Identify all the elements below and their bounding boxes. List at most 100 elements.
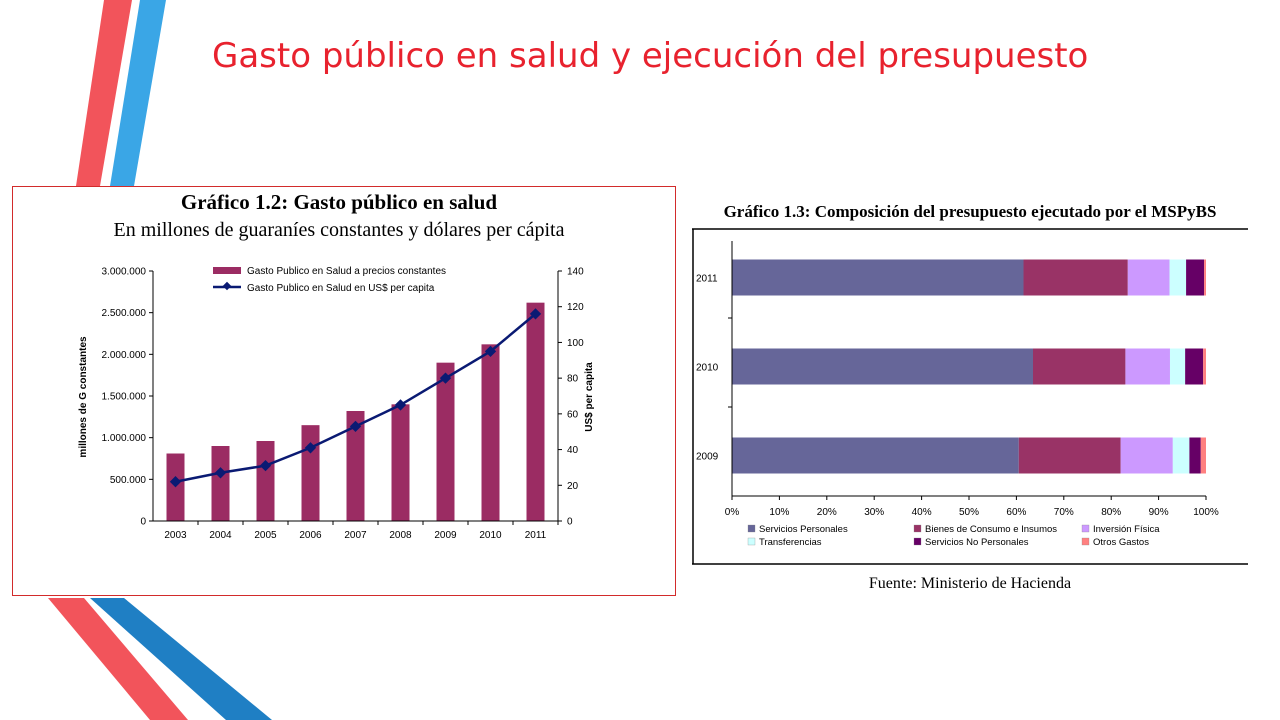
chart1-y2-tick-label: 80 (567, 374, 579, 385)
chart-panel-gasto-salud: Gráfico 1.2: Gasto público en salud En m… (12, 186, 676, 596)
chart1-bar (256, 441, 275, 521)
chart2-legend-label: Otros Gastos (1093, 537, 1149, 548)
stripe-blue-top (110, 0, 166, 186)
chart1-ylabel: millones de G constantes (78, 336, 89, 458)
chart2-source: Fuente: Ministerio de Hacienda (869, 575, 1071, 592)
legend-swatch-bar (213, 267, 241, 274)
chart1-y2-tick-label: 60 (567, 409, 579, 420)
slide-title: Gasto público en salud y ejecución del p… (212, 36, 1089, 76)
chart2-legend-swatch (913, 524, 922, 533)
chart1-line-point (304, 442, 317, 454)
stripe-red-top (76, 0, 132, 186)
chart2-bar-segment (1186, 259, 1205, 296)
chart1-bar (526, 302, 545, 521)
chart1-line-point (169, 476, 182, 488)
chart1-line-point (529, 308, 542, 320)
chart2-bar-segment (1023, 259, 1128, 296)
chart2-bar-segment (732, 259, 1024, 296)
chart2-bar-segment (1169, 259, 1187, 296)
chart2-bar-segment (1125, 348, 1170, 385)
chart2-bar-segment (1172, 437, 1190, 474)
chart2-x-tick-label: 100% (1193, 507, 1219, 518)
chart1-x-tick-label: 2006 (299, 530, 322, 541)
chart2-x-tick-label: 30% (864, 507, 884, 518)
chart2-bar-segment (1120, 437, 1173, 474)
chart2-x-tick-label: 50% (959, 507, 979, 518)
chart1-y2-tick-label: 120 (567, 302, 584, 313)
chart2-bar-segment (1032, 348, 1126, 385)
chart1-y-tick-label: 500.000 (110, 475, 147, 486)
chart2-x-tick-label: 10% (769, 507, 789, 518)
legend-swatch-marker (222, 281, 232, 291)
chart2-legend-swatch (913, 537, 922, 546)
chart1-line-point (484, 345, 497, 358)
chart1-y2-tick-label: 140 (567, 267, 584, 278)
chart2-category-label: 2010 (696, 363, 719, 374)
chart1-y2-tick-label: 40 (567, 445, 579, 456)
chart1-y-tick-label: 1.000.000 (102, 433, 147, 444)
chart-composicion-presupuesto: Gráfico 1.3: Composición del presupuesto… (692, 202, 1248, 592)
chart1-line-point (259, 459, 272, 472)
chart1-x-tick-label: 2004 (209, 530, 232, 541)
chart1-x-tick-label: 2007 (344, 530, 367, 541)
legend-label-line: Gasto Publico en Salud en US$ per capita (247, 283, 435, 294)
chart1-bar (391, 404, 410, 521)
chart2-bar-segment (1185, 348, 1204, 385)
chart1-bar (436, 362, 455, 521)
chart2-legend-label: Inversión Física (1093, 524, 1160, 535)
chart2-x-tick-label: 60% (1006, 507, 1026, 518)
chart1-x-tick-label: 2003 (164, 530, 187, 541)
chart1-x-tick-label: 2008 (389, 530, 412, 541)
chart2-category-label: 2011 (696, 274, 718, 285)
chart1-line-point (394, 399, 407, 411)
chart2-legend-swatch (1081, 537, 1090, 546)
chart2-legend-swatch (747, 537, 756, 546)
chart2-bar-segment (1200, 437, 1206, 474)
chart2-bar-segment (1169, 348, 1186, 385)
chart2-bar-segment (1204, 259, 1206, 296)
chart1-y2-tick-label: 0 (567, 517, 573, 528)
chart1-x-tick-label: 2010 (479, 530, 502, 541)
chart2-legend-swatch (747, 524, 756, 533)
chart2-title: Gráfico 1.3: Composición del presupuesto… (724, 202, 1217, 221)
chart2-legend-label: Bienes de Consumo e Insumos (925, 524, 1057, 535)
chart1-x-tick-label: 2005 (254, 530, 277, 541)
chart2-x-tick-label: 20% (817, 507, 837, 518)
chart2-x-tick-label: 0% (725, 507, 740, 518)
chart1-title: Gráfico 1.2: Gasto público en salud (181, 190, 498, 214)
chart2-bar-segment (1189, 437, 1201, 474)
chart2-category-label: 2009 (696, 452, 719, 463)
chart1-y-tick-label: 3.000.000 (102, 267, 147, 278)
chart2-legend-label: Servicios Personales (759, 524, 848, 535)
chart1-subtitle: En millones de guaraníes constantes y dó… (114, 219, 565, 241)
chart1-line-point (214, 467, 227, 479)
chart1-bar (481, 344, 500, 521)
chart1-y-tick-label: 1.500.000 (102, 392, 147, 403)
chart1-line-point (349, 420, 362, 433)
chart1-y2label: US$ per capita (584, 362, 595, 432)
stripe-blue-bottom (90, 598, 272, 720)
legend-label-bar: Gasto Publico en Salud a precios constan… (247, 266, 446, 277)
chart1-y-tick-label: 2.000.000 (102, 350, 147, 361)
chart2-legend-label: Servicios No Personales (925, 537, 1029, 548)
chart-panel-composicion-presupuesto: Gráfico 1.3: Composición del presupuesto… (692, 192, 1248, 592)
chart2-bar-segment (1018, 437, 1121, 474)
chart1-y-tick-label: 0 (140, 517, 146, 528)
chart1-x-tick-label: 2011 (525, 530, 547, 541)
chart1-y2-tick-label: 20 (567, 481, 579, 492)
chart2-bar-segment (1127, 259, 1170, 296)
chart2-x-tick-label: 80% (1101, 507, 1121, 518)
chart1-x-tick-label: 2009 (434, 530, 457, 541)
chart2-x-tick-label: 70% (1054, 507, 1074, 518)
chart2-bar-segment (732, 437, 1019, 474)
chart1-bar (211, 446, 230, 521)
chart2-bar-segment (1203, 348, 1206, 385)
chart2-legend-swatch (1081, 524, 1090, 533)
chart1-bar (346, 411, 365, 521)
chart-gasto-publico-salud: Gráfico 1.2: Gasto público en salud En m… (78, 190, 595, 541)
chart2-x-tick-label: 40% (912, 507, 932, 518)
chart1-y-tick-label: 2.500.000 (102, 308, 147, 319)
chart2-legend-label: Transferencias (759, 537, 822, 548)
chart1-bar (301, 425, 320, 521)
